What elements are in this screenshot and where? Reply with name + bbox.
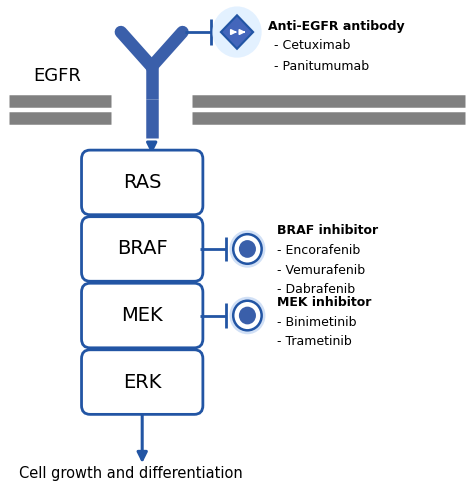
FancyBboxPatch shape <box>82 217 203 281</box>
Text: - Trametinib: - Trametinib <box>277 335 352 348</box>
Text: EGFR: EGFR <box>33 68 81 85</box>
Text: ERK: ERK <box>123 373 161 391</box>
Text: MEK: MEK <box>121 306 163 325</box>
Text: RAS: RAS <box>123 173 162 192</box>
Circle shape <box>239 240 256 258</box>
Text: - Encorafenib: - Encorafenib <box>277 244 361 257</box>
Text: Cell growth and differentiation: Cell growth and differentiation <box>19 466 243 481</box>
Circle shape <box>229 297 265 334</box>
Circle shape <box>229 230 265 268</box>
Circle shape <box>233 234 262 264</box>
Circle shape <box>212 6 262 58</box>
Text: - Panitumumab: - Panitumumab <box>274 60 369 73</box>
Circle shape <box>239 307 256 324</box>
FancyBboxPatch shape <box>82 150 203 215</box>
Text: - Vemurafenib: - Vemurafenib <box>277 264 365 277</box>
Text: BRAF: BRAF <box>117 240 168 258</box>
FancyBboxPatch shape <box>82 283 203 348</box>
Circle shape <box>233 301 262 330</box>
Text: MEK inhibitor: MEK inhibitor <box>277 296 372 309</box>
Text: - Binimetinib: - Binimetinib <box>277 316 357 328</box>
Text: - Cetuximab: - Cetuximab <box>274 39 350 52</box>
Text: BRAF inhibitor: BRAF inhibitor <box>277 224 378 237</box>
Text: Anti-EGFR antibody: Anti-EGFR antibody <box>268 20 404 33</box>
Text: - Dabrafenib: - Dabrafenib <box>277 283 356 296</box>
Polygon shape <box>221 15 253 49</box>
FancyBboxPatch shape <box>82 350 203 414</box>
